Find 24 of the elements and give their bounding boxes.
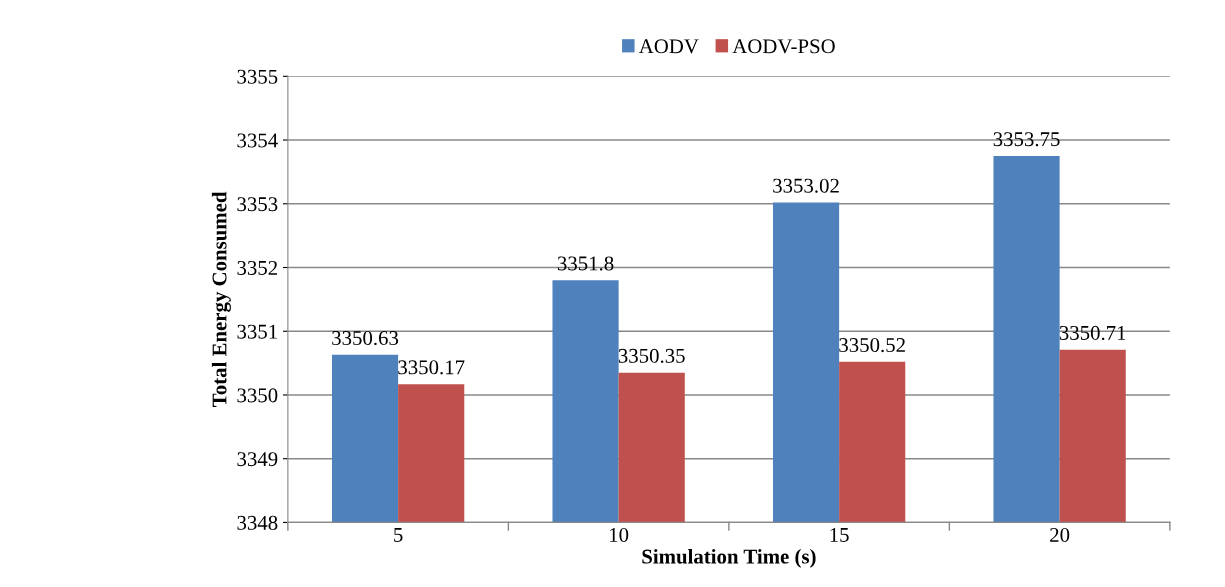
data-label: 3350.52 <box>839 337 905 353</box>
x-tick-label: 10 <box>610 527 629 542</box>
x-tick-label: 5 <box>394 528 403 542</box>
y-tick-label: 3349 <box>237 452 278 467</box>
legend-label: AODV <box>638 39 699 54</box>
legend-label: AODV-PSO <box>732 39 835 54</box>
y-tick-label: 3351 <box>237 324 277 339</box>
y-tick-label: 3353 <box>237 197 278 212</box>
x-tick-label: 20 <box>1050 527 1070 542</box>
x-tick-label: 15 <box>830 527 849 542</box>
data-label: 3350.35 <box>618 348 685 363</box>
x-axis-title: Simulation Time (s) <box>642 548 816 568</box>
data-label: 3353.02 <box>773 178 839 193</box>
data-label: 3350.71 <box>1059 325 1126 341</box>
y-tick-label: 3352 <box>237 260 277 275</box>
y-tick-label: 3350 <box>237 388 278 403</box>
y-tick-label: 3354 <box>237 133 278 148</box>
data-label: 3353.75 <box>993 132 1060 147</box>
y-tick-label: 3355 <box>237 69 278 84</box>
data-label: 3350.17 <box>398 360 465 375</box>
data-label: 3351.8 <box>557 256 614 271</box>
data-label: 3350.63 <box>332 330 399 346</box>
y-tick-label: 3348 <box>237 515 278 530</box>
y-axis-title: Total Energy Consumed <box>211 191 231 407</box>
